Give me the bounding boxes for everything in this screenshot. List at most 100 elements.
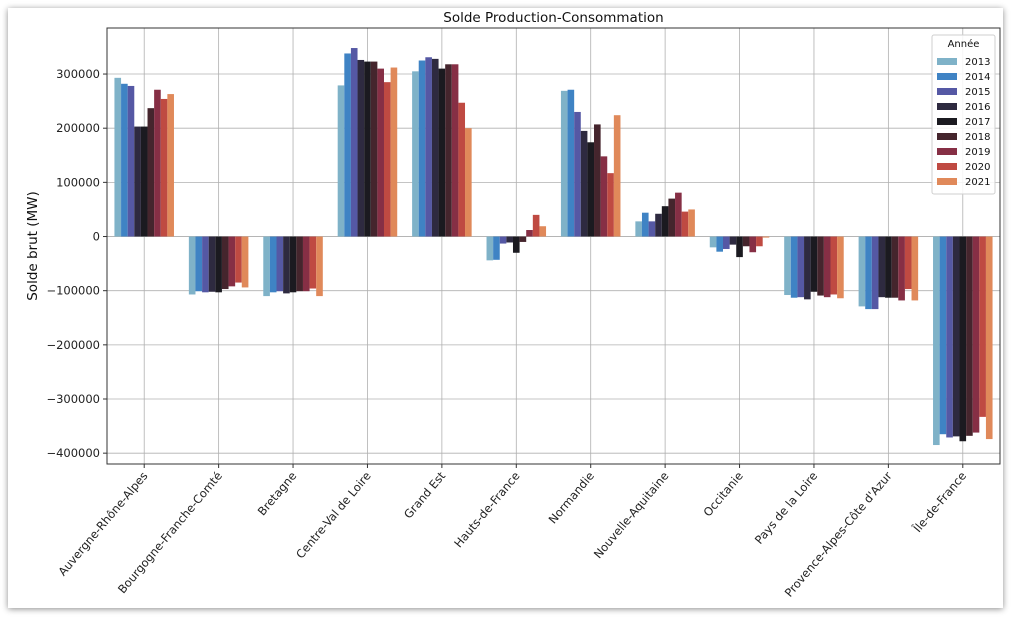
y-axis-ticks: −400000 −300000 −200000 −100000 0 100000 20000… xyxy=(46,67,107,460)
x-tick-label: Occitanie xyxy=(700,469,745,519)
bar xyxy=(438,68,446,237)
legend-label: 2013 xyxy=(965,57,990,68)
bar xyxy=(904,236,912,290)
bar xyxy=(911,236,919,301)
legend-swatch xyxy=(937,118,957,125)
bar xyxy=(979,236,986,417)
bar xyxy=(202,236,209,293)
bar xyxy=(823,236,831,298)
bar xyxy=(370,61,378,237)
bar xyxy=(147,108,155,237)
bars-group xyxy=(114,48,993,446)
bar xyxy=(749,236,757,253)
bar xyxy=(188,236,196,295)
bar xyxy=(512,236,520,253)
plot-frame xyxy=(106,27,1001,465)
legend: Année 2013 2014 2015 2016 2017 2018 2019 2020 20… xyxy=(931,34,996,195)
bar xyxy=(121,83,128,237)
bar xyxy=(263,236,270,297)
bar xyxy=(580,130,588,237)
legend-swatch xyxy=(937,88,957,95)
bar xyxy=(878,236,886,298)
bar xyxy=(241,236,249,288)
legend-label: 2014 xyxy=(965,72,990,83)
bar xyxy=(560,90,568,237)
legend-label: 2015 xyxy=(965,87,990,98)
bar xyxy=(493,236,500,260)
bar xyxy=(465,128,472,237)
bar xyxy=(154,89,161,237)
bar xyxy=(837,236,844,299)
bar xyxy=(221,236,229,290)
bar xyxy=(952,236,960,437)
bar xyxy=(431,58,439,237)
bar xyxy=(668,198,676,237)
bar xyxy=(762,236,770,238)
bar xyxy=(804,236,811,300)
bar xyxy=(567,89,575,237)
bar xyxy=(709,236,717,248)
y-tick-label: 300000 xyxy=(56,67,100,81)
bar xyxy=(613,115,621,237)
bar xyxy=(790,236,798,298)
bar xyxy=(959,236,967,442)
bar xyxy=(635,221,642,237)
bar xyxy=(228,236,236,287)
bar xyxy=(451,64,459,237)
bar xyxy=(648,221,656,237)
bar xyxy=(675,192,682,237)
bar xyxy=(276,236,284,292)
x-tick-label: Normandie xyxy=(546,469,597,526)
y-tick-label: −300000 xyxy=(46,392,100,406)
legend-swatch xyxy=(937,148,957,155)
bar xyxy=(357,59,365,237)
bar xyxy=(390,67,398,237)
y-tick-label: 100000 xyxy=(56,175,100,189)
x-tick-label: Centre-Val de Loire xyxy=(293,469,374,561)
chart-title: Solde Production-Consommation xyxy=(443,10,663,26)
bar xyxy=(729,236,737,245)
bar xyxy=(891,236,899,298)
legend-swatch xyxy=(937,178,957,185)
bar xyxy=(114,77,122,237)
bar xyxy=(384,82,391,237)
bar xyxy=(784,236,791,296)
bar xyxy=(830,236,838,295)
legend-title: Année xyxy=(948,38,980,50)
bar xyxy=(412,71,419,237)
bar xyxy=(858,236,866,307)
bar xyxy=(526,230,533,237)
legend-label: 2019 xyxy=(965,147,990,158)
bar xyxy=(499,236,507,244)
legend-swatch xyxy=(937,133,957,140)
bar xyxy=(269,236,277,293)
legend-swatch xyxy=(937,163,957,170)
bar xyxy=(140,126,148,237)
y-tick-label: 200000 xyxy=(56,121,100,135)
bar xyxy=(486,236,494,261)
legend-swatch xyxy=(937,58,957,65)
legend-label: 2018 xyxy=(965,132,990,143)
legend-label: 2016 xyxy=(965,102,990,113)
bar xyxy=(972,236,980,433)
bar xyxy=(574,111,581,237)
bar xyxy=(235,236,242,283)
bar xyxy=(716,236,723,252)
bar xyxy=(418,60,426,237)
x-tick-label: Nouvelle-Aquitaine xyxy=(591,469,672,561)
bar xyxy=(167,94,174,237)
bar xyxy=(195,236,203,292)
bar xyxy=(723,236,730,249)
bar xyxy=(742,236,750,247)
bar xyxy=(810,236,818,292)
y-tick-label: 0 xyxy=(93,230,100,244)
bar xyxy=(939,236,947,435)
bar xyxy=(607,173,614,237)
bar xyxy=(506,236,513,243)
bar xyxy=(871,236,879,310)
bar xyxy=(817,236,824,296)
bar xyxy=(337,85,345,237)
bar xyxy=(289,236,297,293)
legend-label: 2017 xyxy=(965,117,990,128)
bar xyxy=(655,213,662,237)
